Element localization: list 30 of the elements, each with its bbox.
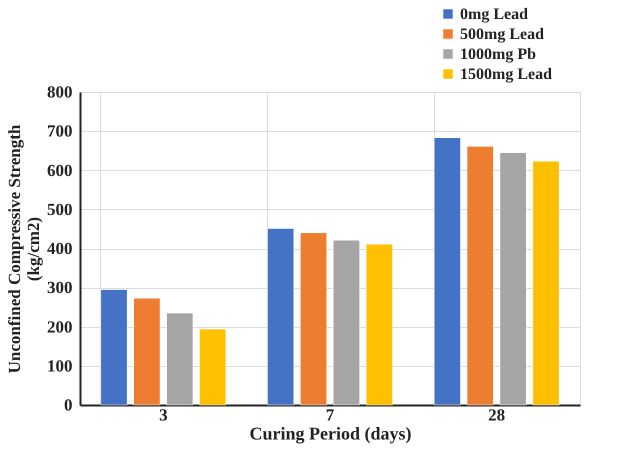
y-tick-label: 400 bbox=[47, 239, 72, 258]
bar bbox=[199, 328, 226, 406]
bar bbox=[333, 240, 360, 406]
y-tick-label: 700 bbox=[47, 122, 72, 141]
bar bbox=[267, 228, 294, 406]
y-tick-label: 200 bbox=[47, 317, 72, 336]
x-axis-title: Curing Period (days) bbox=[250, 424, 412, 444]
bar bbox=[133, 298, 160, 406]
legend-label: 500mg Lead bbox=[460, 26, 544, 43]
legend-label: 1500mg Lead bbox=[460, 66, 552, 83]
x-tick-label: 28 bbox=[488, 406, 506, 424]
bar bbox=[532, 161, 560, 406]
y-tick-label: 300 bbox=[47, 278, 72, 298]
y-tick-label: 800 bbox=[47, 82, 72, 102]
bar bbox=[166, 312, 194, 406]
y-tick-label: 500 bbox=[47, 200, 72, 219]
bar bbox=[100, 289, 128, 406]
y-tick-label: 600 bbox=[47, 160, 72, 180]
bar bbox=[500, 152, 527, 406]
y-tick-label: 100 bbox=[47, 356, 72, 376]
bar bbox=[366, 244, 393, 406]
x-tick-label: 7 bbox=[326, 406, 335, 424]
bar bbox=[466, 146, 494, 406]
y-tick-label: 0 bbox=[64, 396, 72, 414]
y-axis-title: Unconfined Compressive Strength (kg/cm2) bbox=[5, 124, 43, 374]
bar bbox=[300, 232, 327, 406]
x-tick-label: 3 bbox=[159, 406, 168, 424]
legend-label: 1000mg Pb bbox=[460, 46, 536, 63]
legend-label: 0mg Lead bbox=[460, 6, 528, 23]
bar bbox=[434, 138, 461, 406]
